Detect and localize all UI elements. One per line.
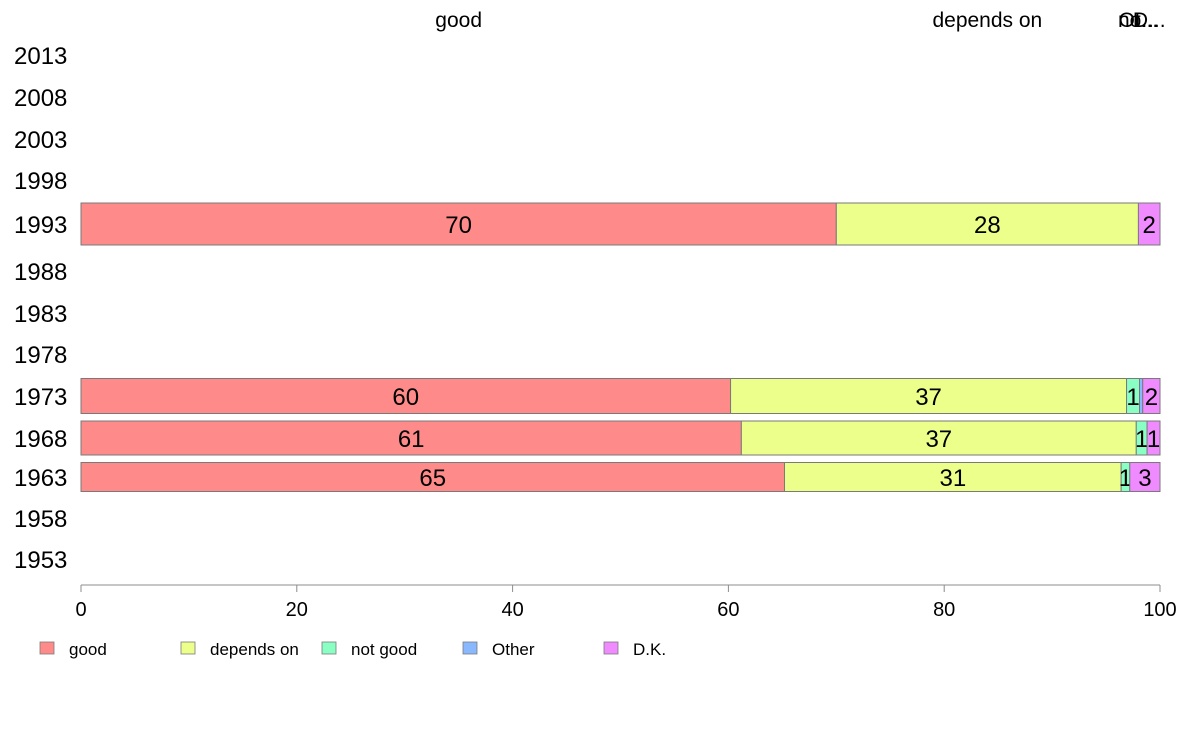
data-label-1963-good: 65 [419,465,446,492]
data-label-1973-depends-on: 37 [915,384,942,411]
legend-swatch-good [39,641,55,655]
top-category-labels: good depends on no...Ot...D... [435,9,1165,32]
data-label-1968-good: 61 [398,426,425,453]
year-label-1958: 1958 [14,506,67,533]
data-label-1973-good: 60 [392,384,419,411]
data-label-1993-depends-on: 28 [974,212,1001,239]
data-label-1968-not-good: 1 [1135,426,1148,453]
data-label-1973-not-good: 1 [1126,384,1139,411]
year-label-1998: 1998 [14,168,67,195]
bar-1963-good [80,462,786,492]
legend-swatch-depends-on [180,641,196,655]
data-label-1968-depends-on: 37 [925,426,952,453]
data-label-1993-d-k-: 2 [1143,212,1156,239]
bar-1993-d-k- [1137,202,1161,246]
year-label-1963: 1963 [14,465,67,492]
data-label-1963-d-k-: 3 [1138,465,1151,492]
data-label-1993-good: 70 [445,212,472,239]
top-label-not-good: no... [1118,9,1159,32]
legend: good depends on not good Other D.K. [39,640,666,659]
x-axis: 0 20 40 60 80 100 [75,584,1177,621]
bar-1963-d-k- [1129,462,1161,492]
legend-label-depends-on: depends on [210,640,299,659]
legend-label-good: good [69,640,107,659]
bar-1973-good [80,378,732,414]
top-label-d-k-: D... [1133,9,1166,32]
x-tick-label-20: 20 [286,599,308,621]
bar-1968-depends-on [740,420,1137,456]
data-label-1968-d-k-: 1 [1147,426,1160,453]
year-label-1953: 1953 [14,547,67,574]
bar-1968-d-k- [1146,420,1161,456]
bar-1973-d-k- [1142,378,1161,414]
top-label-other: Ot... [1119,9,1159,32]
top-label-good: good [435,9,482,32]
legend-label-d-k-: D.K. [633,640,666,659]
x-tick-label-100: 100 [1143,599,1176,621]
data-label-1963-not-good: 1 [1119,465,1132,492]
legend-swatch-not-good [321,641,337,655]
data-label-1973-d-k-: 2 [1145,384,1158,411]
top-label-depends-on: depends on [932,9,1042,32]
x-tick-label-80: 80 [933,599,955,621]
year-label-2013: 2013 [14,43,67,70]
data-label-1963-depends-on: 31 [939,465,966,492]
year-label-1978: 1978 [14,342,67,369]
year-label-1988: 1988 [14,259,67,286]
legend-swatch-d-k- [603,641,619,655]
year-label-1993: 1993 [14,212,67,239]
bar-1963-depends-on [784,462,1122,492]
legend-label-not-good: not good [351,640,417,659]
bar-1993-good [80,202,837,246]
x-tick-label-40: 40 [501,599,523,621]
x-tick-label-60: 60 [717,599,739,621]
year-axis-labels: 2013 2008 2003 1998 1993 1988 1983 1978 1973 1968… [14,43,67,574]
year-label-1968: 1968 [14,426,67,453]
legend-label-other: Other [492,640,535,659]
year-label-2008: 2008 [14,85,67,112]
legend-swatch-other [462,641,478,655]
year-label-2003: 2003 [14,127,67,154]
year-label-1983: 1983 [14,301,67,328]
x-tick-label-0: 0 [75,599,86,621]
year-label-1973: 1973 [14,384,67,411]
